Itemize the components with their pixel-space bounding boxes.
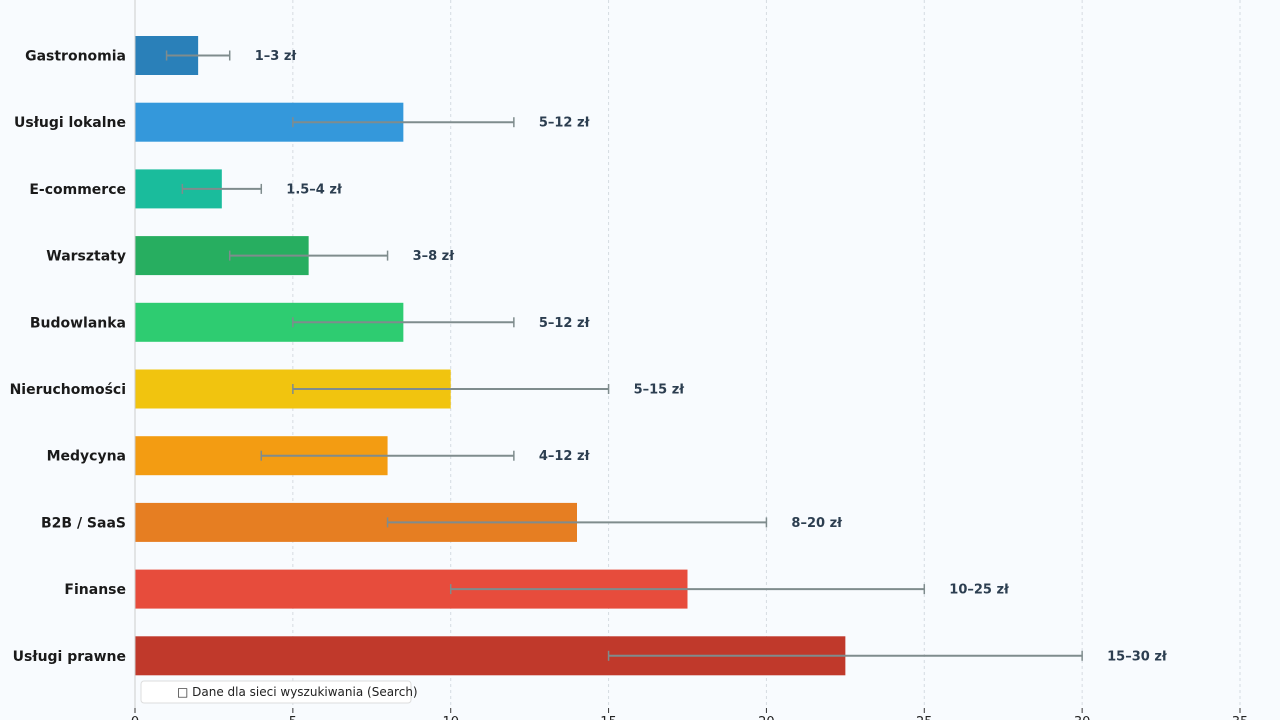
value-label: 5–12 zł	[539, 316, 591, 331]
x-tick-label: 5	[289, 715, 297, 720]
category-label: Budowlanka	[30, 315, 126, 331]
category-label: Usługi prawne	[13, 649, 126, 665]
x-tick-label: 15	[600, 715, 617, 720]
category-label: Nieruchomości	[10, 382, 126, 398]
category-label: Medycyna	[47, 449, 126, 465]
value-labels: 1–3 zł 5–12 zł 1.5–4 zł 3–8 zł 5–12 zł 5–15 z…	[255, 49, 1168, 664]
value-label: 5–15 zł	[634, 383, 686, 398]
legend-box	[140, 680, 412, 704]
legend-text: □ Dane dla sieci wyszukiwania (Search)	[177, 685, 418, 699]
value-label: 8–20 zł	[791, 516, 843, 531]
value-label: 1–3 zł	[255, 49, 298, 64]
error-bars	[165, 50, 1083, 661]
x-tick-label: 35	[1232, 715, 1249, 720]
category-label: Finanse	[64, 582, 126, 598]
x-tick-labels: 0 5 10 15 20 25 30 35	[131, 708, 1248, 720]
legend: □ Dane dla sieci wyszukiwania (Search)	[140, 680, 418, 704]
category-label: B2B / SaaS	[41, 515, 126, 531]
value-label: 1.5–4 zł	[286, 182, 343, 197]
value-label: 15–30 zł	[1107, 649, 1168, 664]
category-label: Usługi lokalne	[14, 115, 126, 131]
x-tick-label: 0	[131, 715, 139, 720]
x-tick-label: 30	[1074, 715, 1091, 720]
x-tick-label: 10	[442, 715, 459, 720]
value-label: 10–25 zł	[949, 583, 1010, 598]
category-labels: Gastronomia Usługi lokalne E-commerce Warsz…	[10, 49, 126, 665]
value-label: 3–8 zł	[413, 249, 456, 264]
x-tick-label: 20	[758, 715, 775, 720]
value-label: 4–12 zł	[539, 449, 591, 464]
bars	[135, 36, 846, 676]
category-label: Gastronomia	[25, 49, 126, 65]
x-tick-label: 25	[916, 715, 933, 720]
value-label: 5–12 zł	[539, 116, 591, 131]
category-label: E-commerce	[29, 182, 126, 198]
category-label: Warsztaty	[46, 249, 126, 265]
